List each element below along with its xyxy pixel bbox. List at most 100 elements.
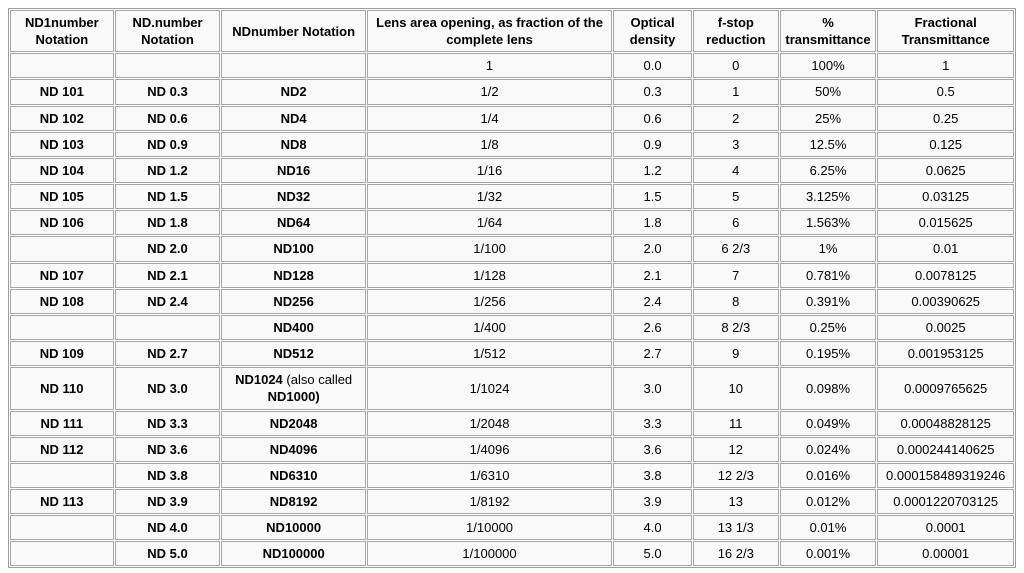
table-cell: ND 1.8 (114, 210, 221, 236)
nd-filter-table: ND1number Notation ND.number Notation NDnu… (8, 8, 1016, 569)
table-cell: 1/100000 (366, 541, 613, 567)
table-cell-segment: ND1024 (235, 372, 283, 388)
table-cell: 6.25% (779, 157, 877, 184)
table-cell (114, 53, 221, 79)
table-cell: ND32 (221, 184, 366, 210)
table-cell: 8 2/3 (692, 314, 779, 341)
table-cell: ND 2.7 (114, 341, 221, 367)
table-cell: ND8 (221, 131, 366, 157)
table-cell: 0.016% (779, 462, 877, 488)
table-cell: ND 104 (10, 157, 114, 184)
table-cell: 16 2/3 (692, 541, 779, 567)
table-header: ND1number Notation ND.number Notation NDnu… (10, 10, 1014, 53)
table-cell-segment: (also called (282, 372, 353, 388)
table-cell: 1 (692, 79, 779, 105)
table-cell: 0.0025 (877, 314, 1014, 341)
table-cell: ND 105 (10, 184, 114, 210)
table-row: ND 3.8 ND6310 1/6310 3.8 12 2/3 0.016% 0.00015… (10, 462, 1014, 488)
table-cell: ND 2.0 (114, 236, 221, 262)
column-header: Lens area opening, as fraction of the co… (366, 10, 613, 53)
table-cell: ND256 (221, 288, 366, 314)
table-cell: 1/400 (366, 314, 613, 341)
table-cell: 2.0 (613, 236, 692, 262)
table-cell (221, 53, 366, 79)
table-cell: 1.5 (613, 184, 692, 210)
table-cell: ND8192 (221, 488, 366, 515)
table-cell: 3.125% (779, 184, 877, 210)
table-cell: 7 (692, 262, 779, 288)
table-cell: 12 (692, 436, 779, 462)
table-cell: ND 2.1 (114, 262, 221, 288)
table-cell: 1/10000 (366, 515, 613, 541)
table-cell: ND 0.3 (114, 79, 221, 105)
table-cell: 0.0009765625 (877, 367, 1014, 410)
table-cell: 3.3 (613, 410, 692, 436)
table-cell: ND16 (221, 157, 366, 184)
header-row: ND1number Notation ND.number Notation NDnu… (10, 10, 1014, 53)
table-cell: ND10000 (221, 515, 366, 541)
table-cell: ND64 (221, 210, 366, 236)
table-cell: 1.563% (779, 210, 877, 236)
table-cell: 1/64 (366, 210, 613, 236)
table-cell: 1/8 (366, 131, 613, 157)
table-cell: ND 1.2 (114, 157, 221, 184)
table-cell: ND 110 (10, 367, 114, 410)
table-cell: 25% (779, 105, 877, 131)
table-cell: 6 2/3 (692, 236, 779, 262)
table-cell: ND 3.0 (114, 367, 221, 410)
table-cell: ND2 (221, 79, 366, 105)
table-cell-segment: ND1000) (267, 389, 320, 405)
table-row: ND 108 ND 2.4 ND256 1/256 2.4 8 0.391% 0.003906… (10, 288, 1014, 314)
table-cell: 1/100 (366, 236, 613, 262)
table-cell: 3.6 (613, 436, 692, 462)
table-row: ND 106 ND 1.8 ND64 1/64 1.8 6 1.563% 0.015625 (10, 210, 1014, 236)
table-cell: 2.4 (613, 288, 692, 314)
table-cell: 0.001% (779, 541, 877, 567)
table-cell: 0.01 (877, 236, 1014, 262)
table-cell: ND 3.3 (114, 410, 221, 436)
table-cell: ND 103 (10, 131, 114, 157)
table-cell: 0.5 (877, 79, 1014, 105)
table-cell: 0.25% (779, 314, 877, 341)
table-cell (10, 541, 114, 567)
table-cell: 0.3 (613, 79, 692, 105)
table-row: ND 4.0 ND10000 1/10000 4.0 13 1/3 0.01% 0.0001 (10, 515, 1014, 541)
table-cell: 13 1/3 (692, 515, 779, 541)
column-header: f-stop reduction (692, 10, 779, 53)
table-cell: ND 3.6 (114, 436, 221, 462)
table-cell: 0.015625 (877, 210, 1014, 236)
table-cell (10, 53, 114, 79)
table-row: ND 102 ND 0.6 ND4 1/4 0.6 2 25% 0.25 (10, 105, 1014, 131)
table-cell: 0.9 (613, 131, 692, 157)
table-cell: 6 (692, 210, 779, 236)
table-cell: 3.9 (613, 488, 692, 515)
table-cell: 50% (779, 79, 877, 105)
table-row: ND 112 ND 3.6 ND4096 1/4096 3.6 12 0.024% 0.000… (10, 436, 1014, 462)
table-cell: 2.1 (613, 262, 692, 288)
table-cell: 13 (692, 488, 779, 515)
table-cell: ND400 (221, 314, 366, 341)
table-cell: 0.25 (877, 105, 1014, 131)
table-cell: 0.781% (779, 262, 877, 288)
column-header: ND.number Notation (114, 10, 221, 53)
table-cell: ND 111 (10, 410, 114, 436)
table-cell (10, 515, 114, 541)
table-cell: 0.0078125 (877, 262, 1014, 288)
table-cell: ND 1.5 (114, 184, 221, 210)
table-cell (114, 314, 221, 341)
table-cell: 1.2 (613, 157, 692, 184)
table-cell: 9 (692, 341, 779, 367)
table-cell: 1.8 (613, 210, 692, 236)
table-cell: 11 (692, 410, 779, 436)
table-row: ND 5.0 ND100000 1/100000 5.0 16 2/3 0.001% 0.0… (10, 541, 1014, 567)
table-cell: ND 3.9 (114, 488, 221, 515)
table-row: ND400 1/400 2.6 8 2/3 0.25% 0.0025 (10, 314, 1014, 341)
table-cell: 0.012% (779, 488, 877, 515)
table-cell: 0.0 (613, 53, 692, 79)
table-cell: ND 3.8 (114, 462, 221, 488)
table-cell: 4 (692, 157, 779, 184)
table-cell: 0.00001 (877, 541, 1014, 567)
table-cell: ND 101 (10, 79, 114, 105)
table-cell: 8 (692, 288, 779, 314)
table-cell: ND 0.9 (114, 131, 221, 157)
